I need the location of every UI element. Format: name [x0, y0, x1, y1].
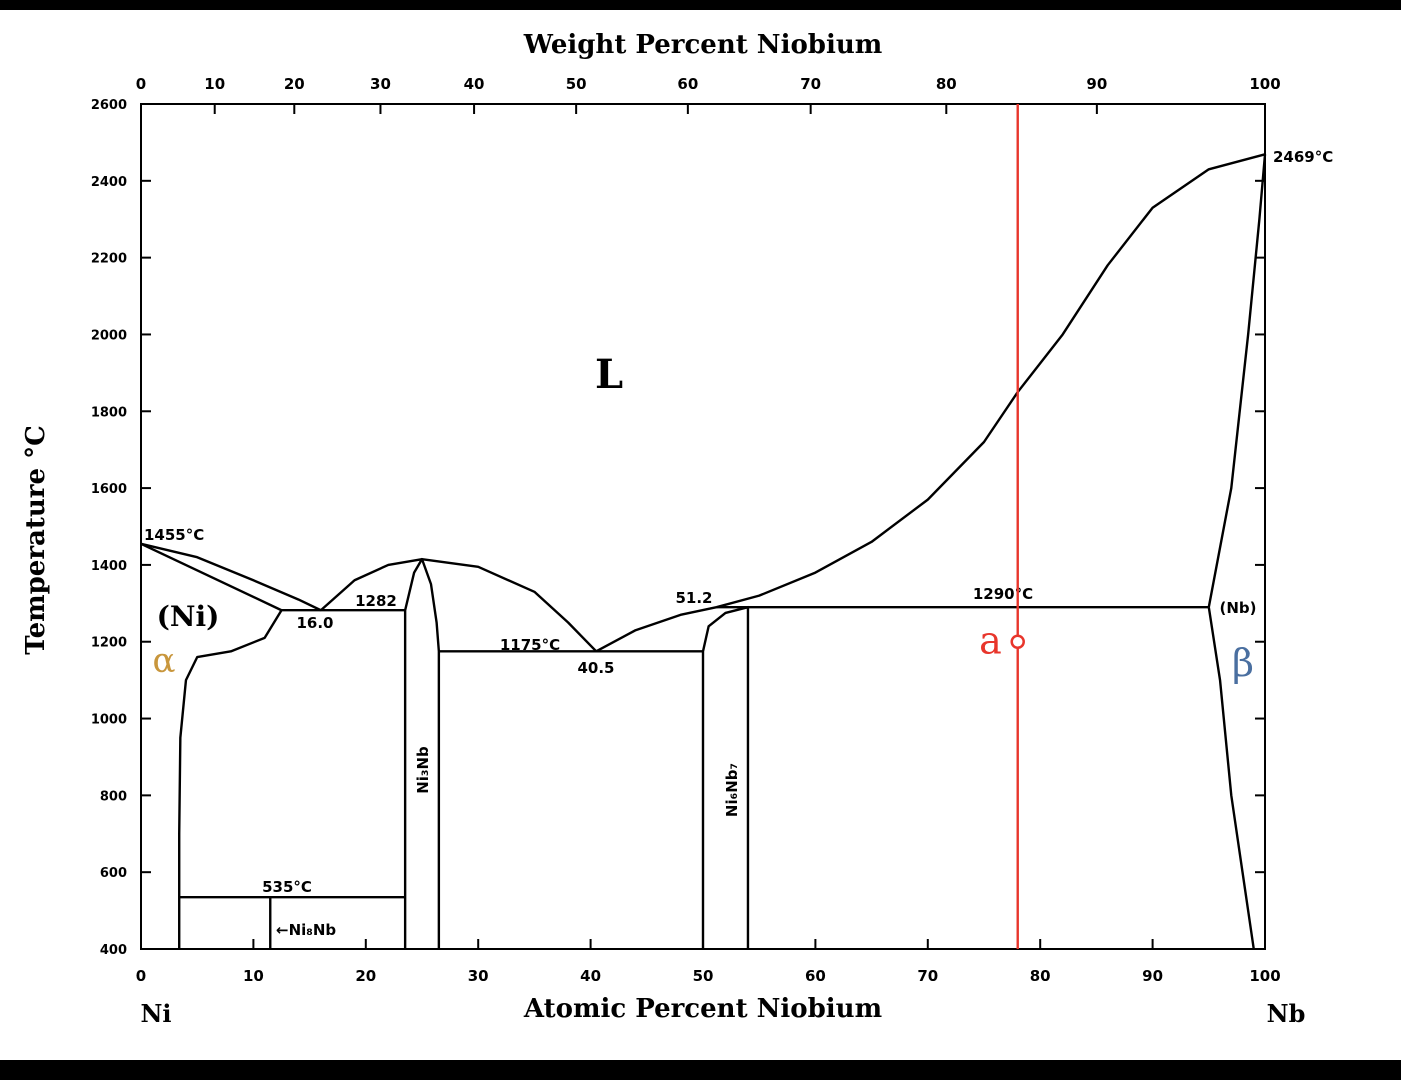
x-tick-label: 100 [1249, 967, 1280, 985]
annotation: 1455°C [144, 526, 204, 544]
phase-boundary [140, 542, 283, 612]
x-tick-label: 10 [243, 967, 264, 985]
phase-boundary [1207, 154, 1267, 608]
y-tick-label: 2000 [91, 328, 127, 343]
x-tick-label: 70 [917, 967, 938, 985]
x-tick-label: 40 [580, 967, 601, 985]
phase-label: β [1232, 641, 1254, 685]
phase-boundary [421, 557, 598, 653]
top-axis-title: Weight Percent Niobium [523, 30, 883, 60]
top-tick-label: 20 [284, 75, 305, 93]
y-tick-label: 800 [100, 789, 127, 804]
top-bar [0, 0, 1401, 10]
top-tick-label: 80 [936, 75, 957, 93]
y-tick-label: 1800 [91, 405, 127, 420]
point-marker [1010, 634, 1025, 649]
y-tick-label: 1400 [91, 559, 127, 574]
annotation: 2469°C [1273, 148, 1333, 166]
y-tick-label: 400 [100, 943, 127, 958]
x-tick-label: 30 [468, 967, 489, 985]
y-tick-label: 2200 [91, 252, 127, 267]
x-tick-label: 90 [1142, 967, 1163, 985]
top-tick-label: 40 [464, 75, 485, 93]
x-tick-label: 0 [136, 967, 146, 985]
phase-label: L [595, 351, 623, 398]
phase-boundary [403, 557, 441, 949]
phase-boundary [320, 557, 423, 612]
phase-boundary [595, 153, 1266, 653]
phase-boundary [701, 605, 750, 949]
y-tick-label: 1200 [91, 636, 127, 651]
top-tick-label: 70 [800, 75, 821, 93]
y-tick-label: 2400 [91, 175, 127, 190]
top-tick-label: 30 [370, 75, 391, 93]
top-tick-label: 60 [677, 75, 698, 93]
annotation: 51.2 [675, 589, 712, 607]
point-label: a [979, 619, 1002, 663]
right-element: Nb [1267, 999, 1306, 1028]
y-tick-label: 1600 [91, 482, 127, 497]
top-tick-label: 10 [204, 75, 225, 93]
x-tick-label: 80 [1030, 967, 1051, 985]
phase-boundary [178, 609, 283, 949]
x-tick-label: 50 [693, 967, 714, 985]
phase-label: Ni₆Nb₇ [723, 763, 741, 817]
phase-boundary [140, 542, 322, 612]
y-axis-title: Temperature °C [21, 425, 51, 655]
phase-boundary [1207, 606, 1255, 950]
y-tick-label: 2600 [91, 98, 127, 113]
phase-label: α [153, 641, 176, 681]
x-axis-title: Atomic Percent Niobium [523, 994, 882, 1024]
annotation: 16.0 [296, 614, 333, 632]
annotation: ←Ni₈Nb [276, 921, 336, 939]
phase-label: Ni₃Nb [414, 746, 432, 794]
top-tick-label: 100 [1249, 75, 1280, 93]
top-tick-label: 0 [136, 75, 146, 93]
y-tick-label: 600 [100, 866, 127, 881]
annotation: 1282 [355, 592, 397, 610]
x-tick-label: 60 [805, 967, 826, 985]
left-element: Ni [140, 999, 171, 1028]
annotation: 1290°C [973, 585, 1033, 603]
annotation: (Nb) [1219, 599, 1256, 617]
annotation: 40.5 [577, 659, 614, 677]
annotation: 1175°C [500, 636, 560, 654]
y-tick-label: 1000 [91, 713, 127, 728]
annotation: 535°C [262, 878, 312, 896]
x-tick-label: 20 [355, 967, 376, 985]
bottom-bar [0, 1060, 1401, 1080]
annotation: (Ni) [157, 600, 220, 633]
top-tick-label: 90 [1086, 75, 1107, 93]
top-tick-label: 50 [566, 75, 587, 93]
